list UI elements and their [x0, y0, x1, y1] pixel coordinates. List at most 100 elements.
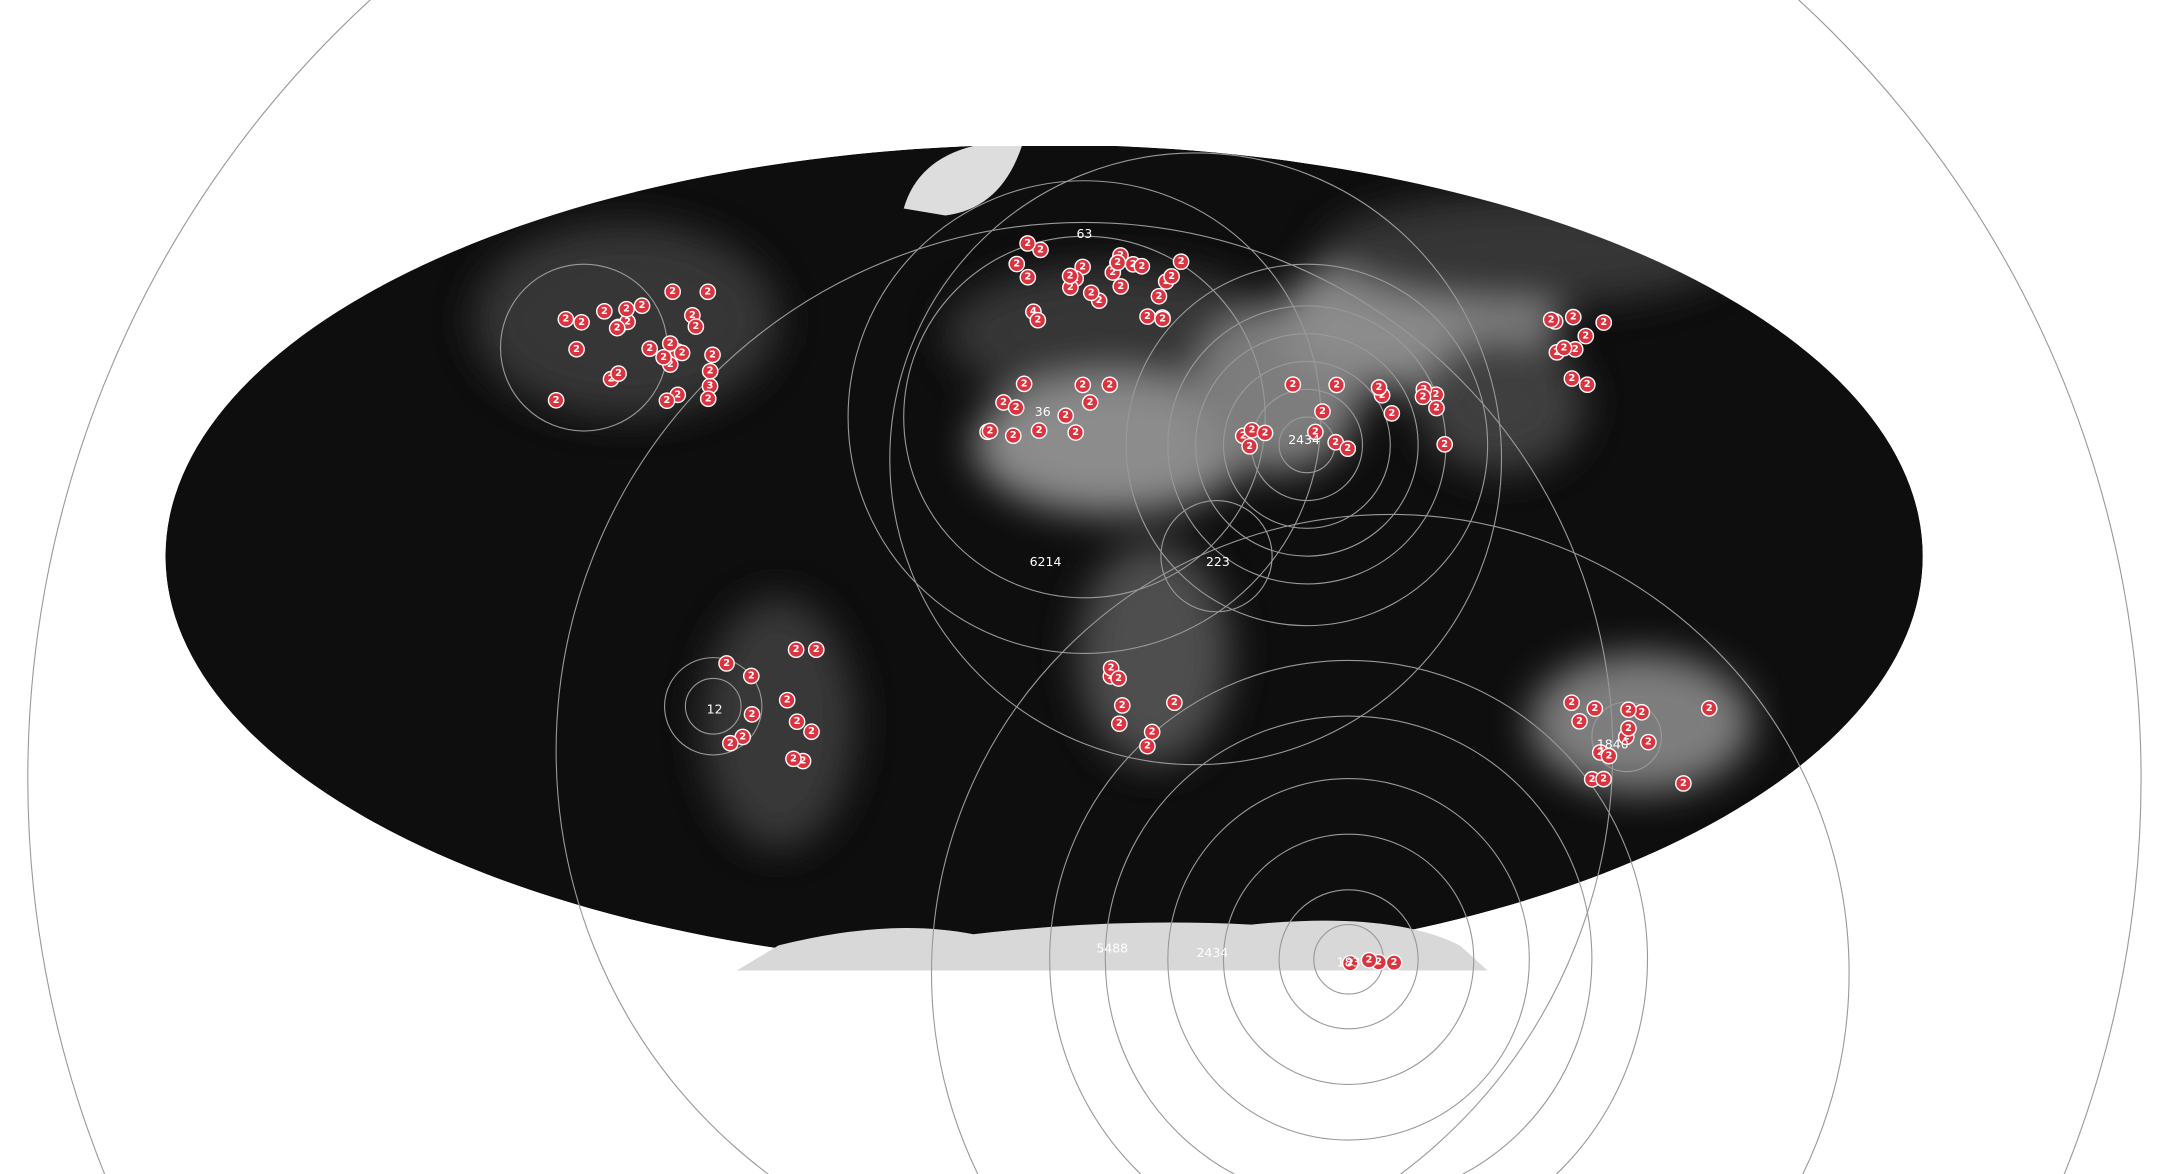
- marker[interactable]: 2: [618, 300, 635, 318]
- marker[interactable]: 2: [1074, 376, 1092, 394]
- marker[interactable]: 2: [568, 340, 585, 358]
- marker[interactable]: 2: [1008, 255, 1026, 273]
- marker[interactable]: 2: [1428, 399, 1445, 417]
- marker[interactable]: 2: [1166, 694, 1183, 712]
- marker[interactable]: 2: [1029, 311, 1047, 329]
- marker[interactable]: 2: [1109, 254, 1127, 271]
- marker[interactable]: 2: [1019, 268, 1037, 286]
- marker[interactable]: 2: [742, 667, 760, 685]
- cluster-label[interactable]: 223: [1206, 554, 1230, 569]
- marker[interactable]: 2: [788, 713, 806, 731]
- marker[interactable]: 2: [699, 283, 717, 301]
- marker[interactable]: 2: [778, 691, 796, 709]
- marker[interactable]: 2: [1383, 405, 1401, 422]
- marker[interactable]: 2: [1586, 700, 1604, 717]
- cluster-label[interactable]: 2434: [1288, 432, 1320, 447]
- marker[interactable]: 2: [664, 283, 681, 301]
- marker[interactable]: 2: [1113, 697, 1131, 714]
- marker[interactable]: 2: [1583, 770, 1601, 788]
- marker[interactable]: 2: [1620, 701, 1637, 719]
- marker[interactable]: 2: [596, 302, 613, 320]
- marker[interactable]: 2: [1595, 314, 1613, 331]
- marker[interactable]: 2: [1578, 376, 1596, 394]
- cluster-label[interactable]: 63: [1076, 226, 1092, 241]
- marker[interactable]: 2: [1563, 694, 1580, 712]
- marker[interactable]: 2: [1061, 267, 1079, 285]
- marker[interactable]: 2: [557, 310, 575, 328]
- marker[interactable]: 2: [785, 750, 802, 768]
- marker[interactable]: 2: [1256, 424, 1274, 442]
- marker[interactable]: 2: [1385, 954, 1403, 972]
- marker[interactable]: 2: [1341, 954, 1359, 972]
- marker[interactable]: 2: [721, 734, 739, 752]
- marker[interactable]: 2: [1370, 379, 1388, 396]
- marker[interactable]: 2: [1314, 403, 1331, 420]
- marker[interactable]: 2: [1139, 737, 1156, 755]
- marker[interactable]: 2: [1057, 407, 1075, 425]
- marker[interactable]: 2: [633, 297, 651, 315]
- marker[interactable]: 2: [1112, 278, 1130, 295]
- marker[interactable]: 2: [734, 728, 752, 746]
- marker[interactable]: 2: [1577, 327, 1595, 345]
- marker[interactable]: 2: [1620, 720, 1637, 737]
- marker[interactable]: 2: [1110, 715, 1128, 733]
- marker[interactable]: 2: [608, 319, 626, 337]
- marker[interactable]: 2: [610, 365, 627, 382]
- marker[interactable]: 2: [1101, 376, 1119, 394]
- marker[interactable]: 2: [573, 313, 590, 331]
- marker[interactable]: 2: [1700, 700, 1718, 717]
- cluster-label[interactable]: 183: [1337, 955, 1361, 970]
- marker[interactable]: 2: [1436, 436, 1454, 453]
- marker[interactable]: 2: [1067, 424, 1085, 441]
- marker[interactable]: 2: [1015, 375, 1033, 393]
- marker[interactable]: 2: [1360, 951, 1378, 969]
- marker[interactable]: 2: [1139, 308, 1156, 325]
- marker[interactable]: 2: [718, 655, 735, 672]
- marker[interactable]: 2: [1143, 723, 1161, 741]
- marker[interactable]: 2: [687, 318, 705, 335]
- marker[interactable]: 2: [655, 348, 672, 366]
- cluster-label[interactable]: 2434: [1196, 945, 1228, 960]
- marker[interactable]: 2: [1007, 399, 1025, 416]
- marker[interactable]: 2: [1555, 339, 1573, 357]
- marker[interactable]: 2: [1032, 241, 1049, 259]
- marker[interactable]: 2: [1172, 253, 1190, 271]
- marker[interactable]: 2: [1133, 257, 1151, 275]
- marker[interactable]: 2: [701, 362, 719, 380]
- marker[interactable]: 2: [1564, 308, 1582, 326]
- marker[interactable]: 2: [661, 335, 679, 352]
- marker[interactable]: 2: [1339, 440, 1357, 458]
- marker[interactable]: 2: [1030, 422, 1048, 439]
- marker[interactable]: 2: [1328, 376, 1345, 394]
- cluster-label[interactable]: 36: [1035, 404, 1051, 419]
- marker[interactable]: 2: [1542, 311, 1560, 329]
- marker[interactable]: 2: [1150, 287, 1168, 305]
- marker[interactable]: 2: [1307, 423, 1324, 441]
- marker[interactable]: 2: [1110, 670, 1127, 687]
- marker[interactable]: 2: [807, 641, 825, 659]
- marker[interactable]: 2: [1081, 394, 1099, 411]
- cluster-label[interactable]: 6214: [1030, 554, 1062, 569]
- marker[interactable]: 2: [1082, 284, 1100, 302]
- marker[interactable]: 2: [1675, 775, 1692, 792]
- cluster-label[interactable]: 1840: [1597, 736, 1629, 751]
- marker[interactable]: 2: [1019, 235, 1036, 252]
- marker[interactable]: 2: [1327, 433, 1345, 451]
- marker[interactable]: 2: [1633, 703, 1651, 721]
- marker[interactable]: 2: [1154, 310, 1171, 328]
- cluster-label[interactable]: 5488: [1096, 941, 1128, 956]
- marker[interactable]: 2: [1563, 370, 1581, 387]
- marker[interactable]: 2: [1640, 733, 1657, 751]
- marker[interactable]: 2: [673, 344, 691, 362]
- marker[interactable]: 2: [803, 723, 820, 741]
- marker[interactable]: 2: [547, 391, 565, 409]
- marker[interactable]: 2: [743, 706, 761, 723]
- marker[interactable]: 2: [1284, 376, 1302, 393]
- marker[interactable]: 2: [704, 346, 721, 364]
- marker[interactable]: 2: [1163, 268, 1180, 285]
- marker[interactable]: 2: [1571, 712, 1588, 730]
- marker[interactable]: 2: [1004, 427, 1022, 445]
- marker[interactable]: 2: [1595, 770, 1612, 788]
- marker[interactable]: 2: [641, 340, 659, 358]
